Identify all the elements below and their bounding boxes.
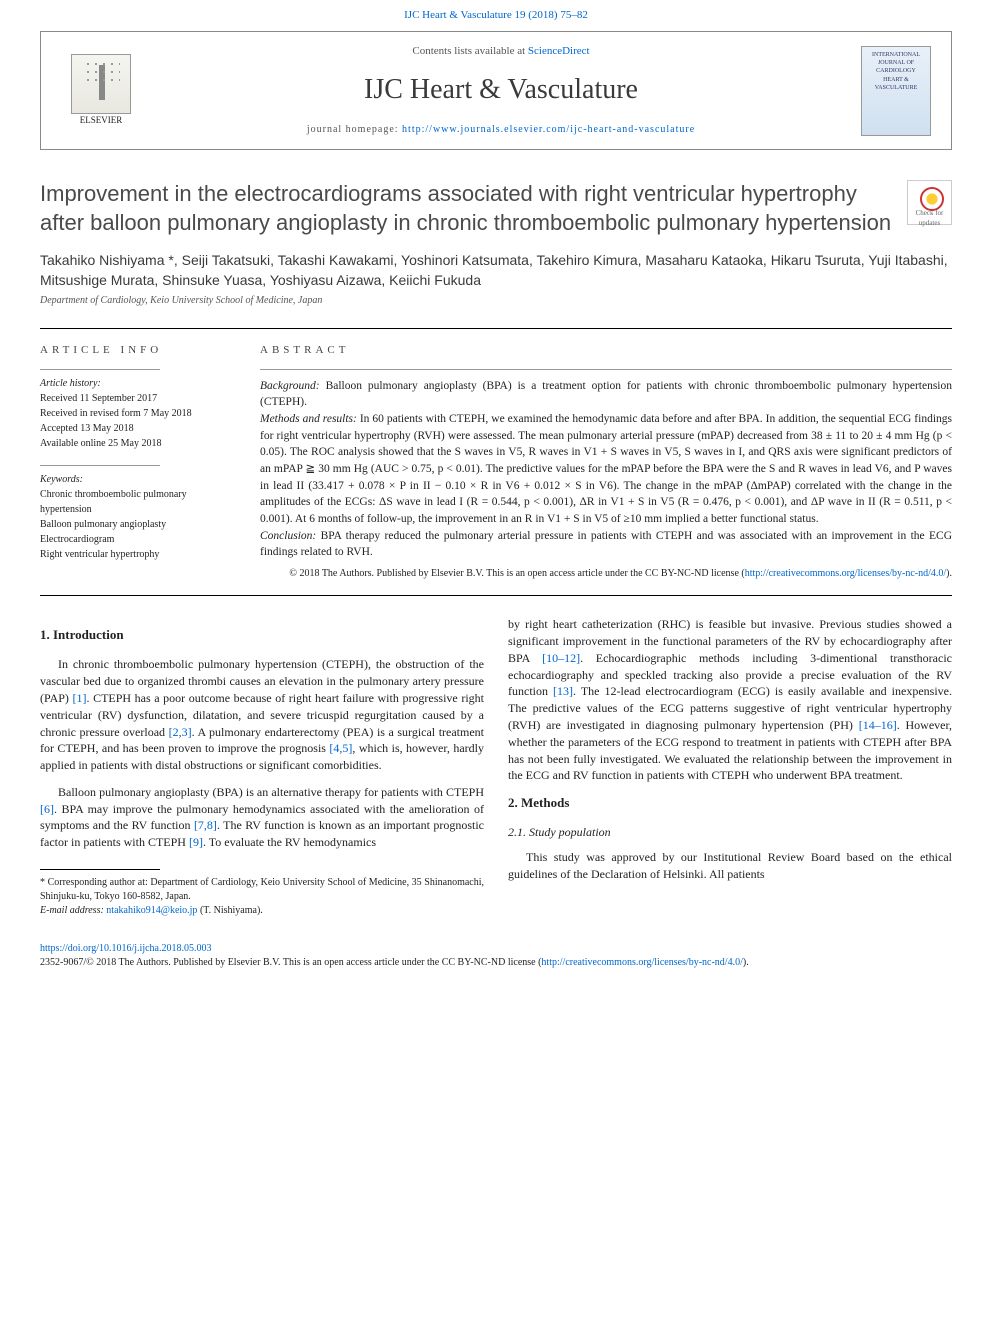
history-line: Received 11 September 2017 [40,391,240,406]
cc-license-link[interactable]: http://creativecommons.org/licenses/by-n… [745,568,946,579]
keywords-label: Keywords: [40,472,240,487]
study-pop-para: This study was approved by our Instituti… [508,849,952,883]
author-list: Takahiko Nishiyama *, Seiji Takatsuki, T… [40,251,952,290]
affiliation: Department of Cardiology, Keio Universit… [40,294,952,308]
left-column: 1. Introduction In chronic thromboemboli… [40,616,484,918]
methods-heading: 2. Methods [508,794,952,812]
journal-header: ELSEVIER Contents lists available at Sci… [40,31,952,150]
journal-citation-link[interactable]: IJC Heart & Vasculature 19 (2018) 75–82 [404,9,588,21]
abstract-text: Background: Balloon pulmonary angioplast… [260,378,952,561]
article-header: Check for updates Improvement in the ele… [40,180,952,237]
keyword: Right ventricular hypertrophy [40,547,240,562]
corr-label: * Corresponding author at: [40,877,150,888]
elsevier-logo: ELSEVIER [61,46,141,136]
article-info-column: article info Article history: Received 1… [40,343,260,581]
journal-name: IJC Heart & Vasculature [141,70,861,109]
right-column: by right heart catheterization (RHC) is … [508,616,952,918]
homepage-line: journal homepage: http://www.journals.el… [141,123,861,137]
keyword: Balloon pulmonary angioplasty [40,517,240,532]
article-info-heading: article info [40,343,240,358]
keyword: Electrocardiogram [40,532,240,547]
abstract-column: abstract Background: Balloon pulmonary a… [260,343,952,581]
footer-cc-link[interactable]: http://creativecommons.org/licenses/by-n… [541,957,742,968]
abstract-heading: abstract [260,343,952,358]
intro-para-3: by right heart catheterization (RHC) is … [508,616,952,784]
keyword: Chronic thromboembolic pulmonary hyperte… [40,487,240,517]
body-columns: 1. Introduction In chronic thromboemboli… [40,616,952,918]
article-history-block: Article history: Received 11 September 2… [40,369,240,451]
history-label: Article history: [40,376,240,391]
abstract-text-background: Balloon pulmonary angioplasty (BPA) is a… [260,380,952,409]
keywords-block: Keywords: Chronic thromboembolic pulmona… [40,465,240,562]
abstract-copyright: © 2018 The Authors. Published by Elsevie… [260,567,952,581]
homepage-link[interactable]: http://www.journals.elsevier.com/ijc-hea… [402,124,695,135]
contents-line: Contents lists available at ScienceDirec… [141,44,861,59]
copyright-suffix: ). [946,568,952,579]
footnote-rule [40,869,160,870]
issn-line: 2352-9067/© 2018 The Authors. Published … [40,957,541,968]
email-label: E-mail address: [40,905,106,916]
copyright-text: © 2018 The Authors. Published by Elsevie… [289,568,744,579]
study-pop-heading: 2.1. Study population [508,824,952,841]
issn-suffix: ). [743,957,749,968]
abstract-label-background: Background: [260,380,320,392]
journal-citation-bar: IJC Heart & Vasculature 19 (2018) 75–82 [0,0,992,31]
info-abstract-row: article info Article history: Received 1… [40,329,952,595]
history-line: Accepted 13 May 2018 [40,421,240,436]
page-footer: https://doi.org/10.1016/j.ijcha.2018.05.… [40,942,952,970]
intro-heading: 1. Introduction [40,626,484,644]
history-line: Available online 25 May 2018 [40,436,240,451]
doi-link[interactable]: https://doi.org/10.1016/j.ijcha.2018.05.… [40,943,211,954]
check-updates-badge[interactable]: Check for updates [907,180,952,225]
abstract-text-methods: In 60 patients with CTEPH, we examined t… [260,413,952,525]
history-line: Received in revised form 7 May 2018 [40,406,240,421]
header-center: Contents lists available at ScienceDirec… [141,44,861,137]
sciencedirect-link[interactable]: ScienceDirect [528,45,590,57]
intro-para-2: Balloon pulmonary angioplasty (BPA) is a… [40,784,484,851]
homepage-prefix: journal homepage: [307,124,402,135]
elsevier-tree-icon [71,54,131,114]
email-suffix: (T. Nishiyama). [197,905,262,916]
corr-email-link[interactable]: ntakahiko914@keio.jp [106,905,197,916]
abstract-text-conclusion: BPA therapy reduced the pulmonary arteri… [260,530,952,559]
elsevier-label: ELSEVIER [80,114,123,127]
corresponding-author-footnote: * Corresponding author at: Department of… [40,876,484,918]
intro-para-1: In chronic thromboembolic pulmonary hype… [40,656,484,774]
abstract-label-methods: Methods and results: [260,413,357,425]
journal-cover-thumbnail: INTERNATIONAL JOURNAL OF CARDIOLOGY HEAR… [861,46,931,136]
contents-prefix: Contents lists available at [412,45,527,57]
article-title: Improvement in the electrocardiograms as… [40,180,952,237]
divider-bottom [40,595,952,596]
abstract-label-conclusion: Conclusion: [260,530,316,542]
